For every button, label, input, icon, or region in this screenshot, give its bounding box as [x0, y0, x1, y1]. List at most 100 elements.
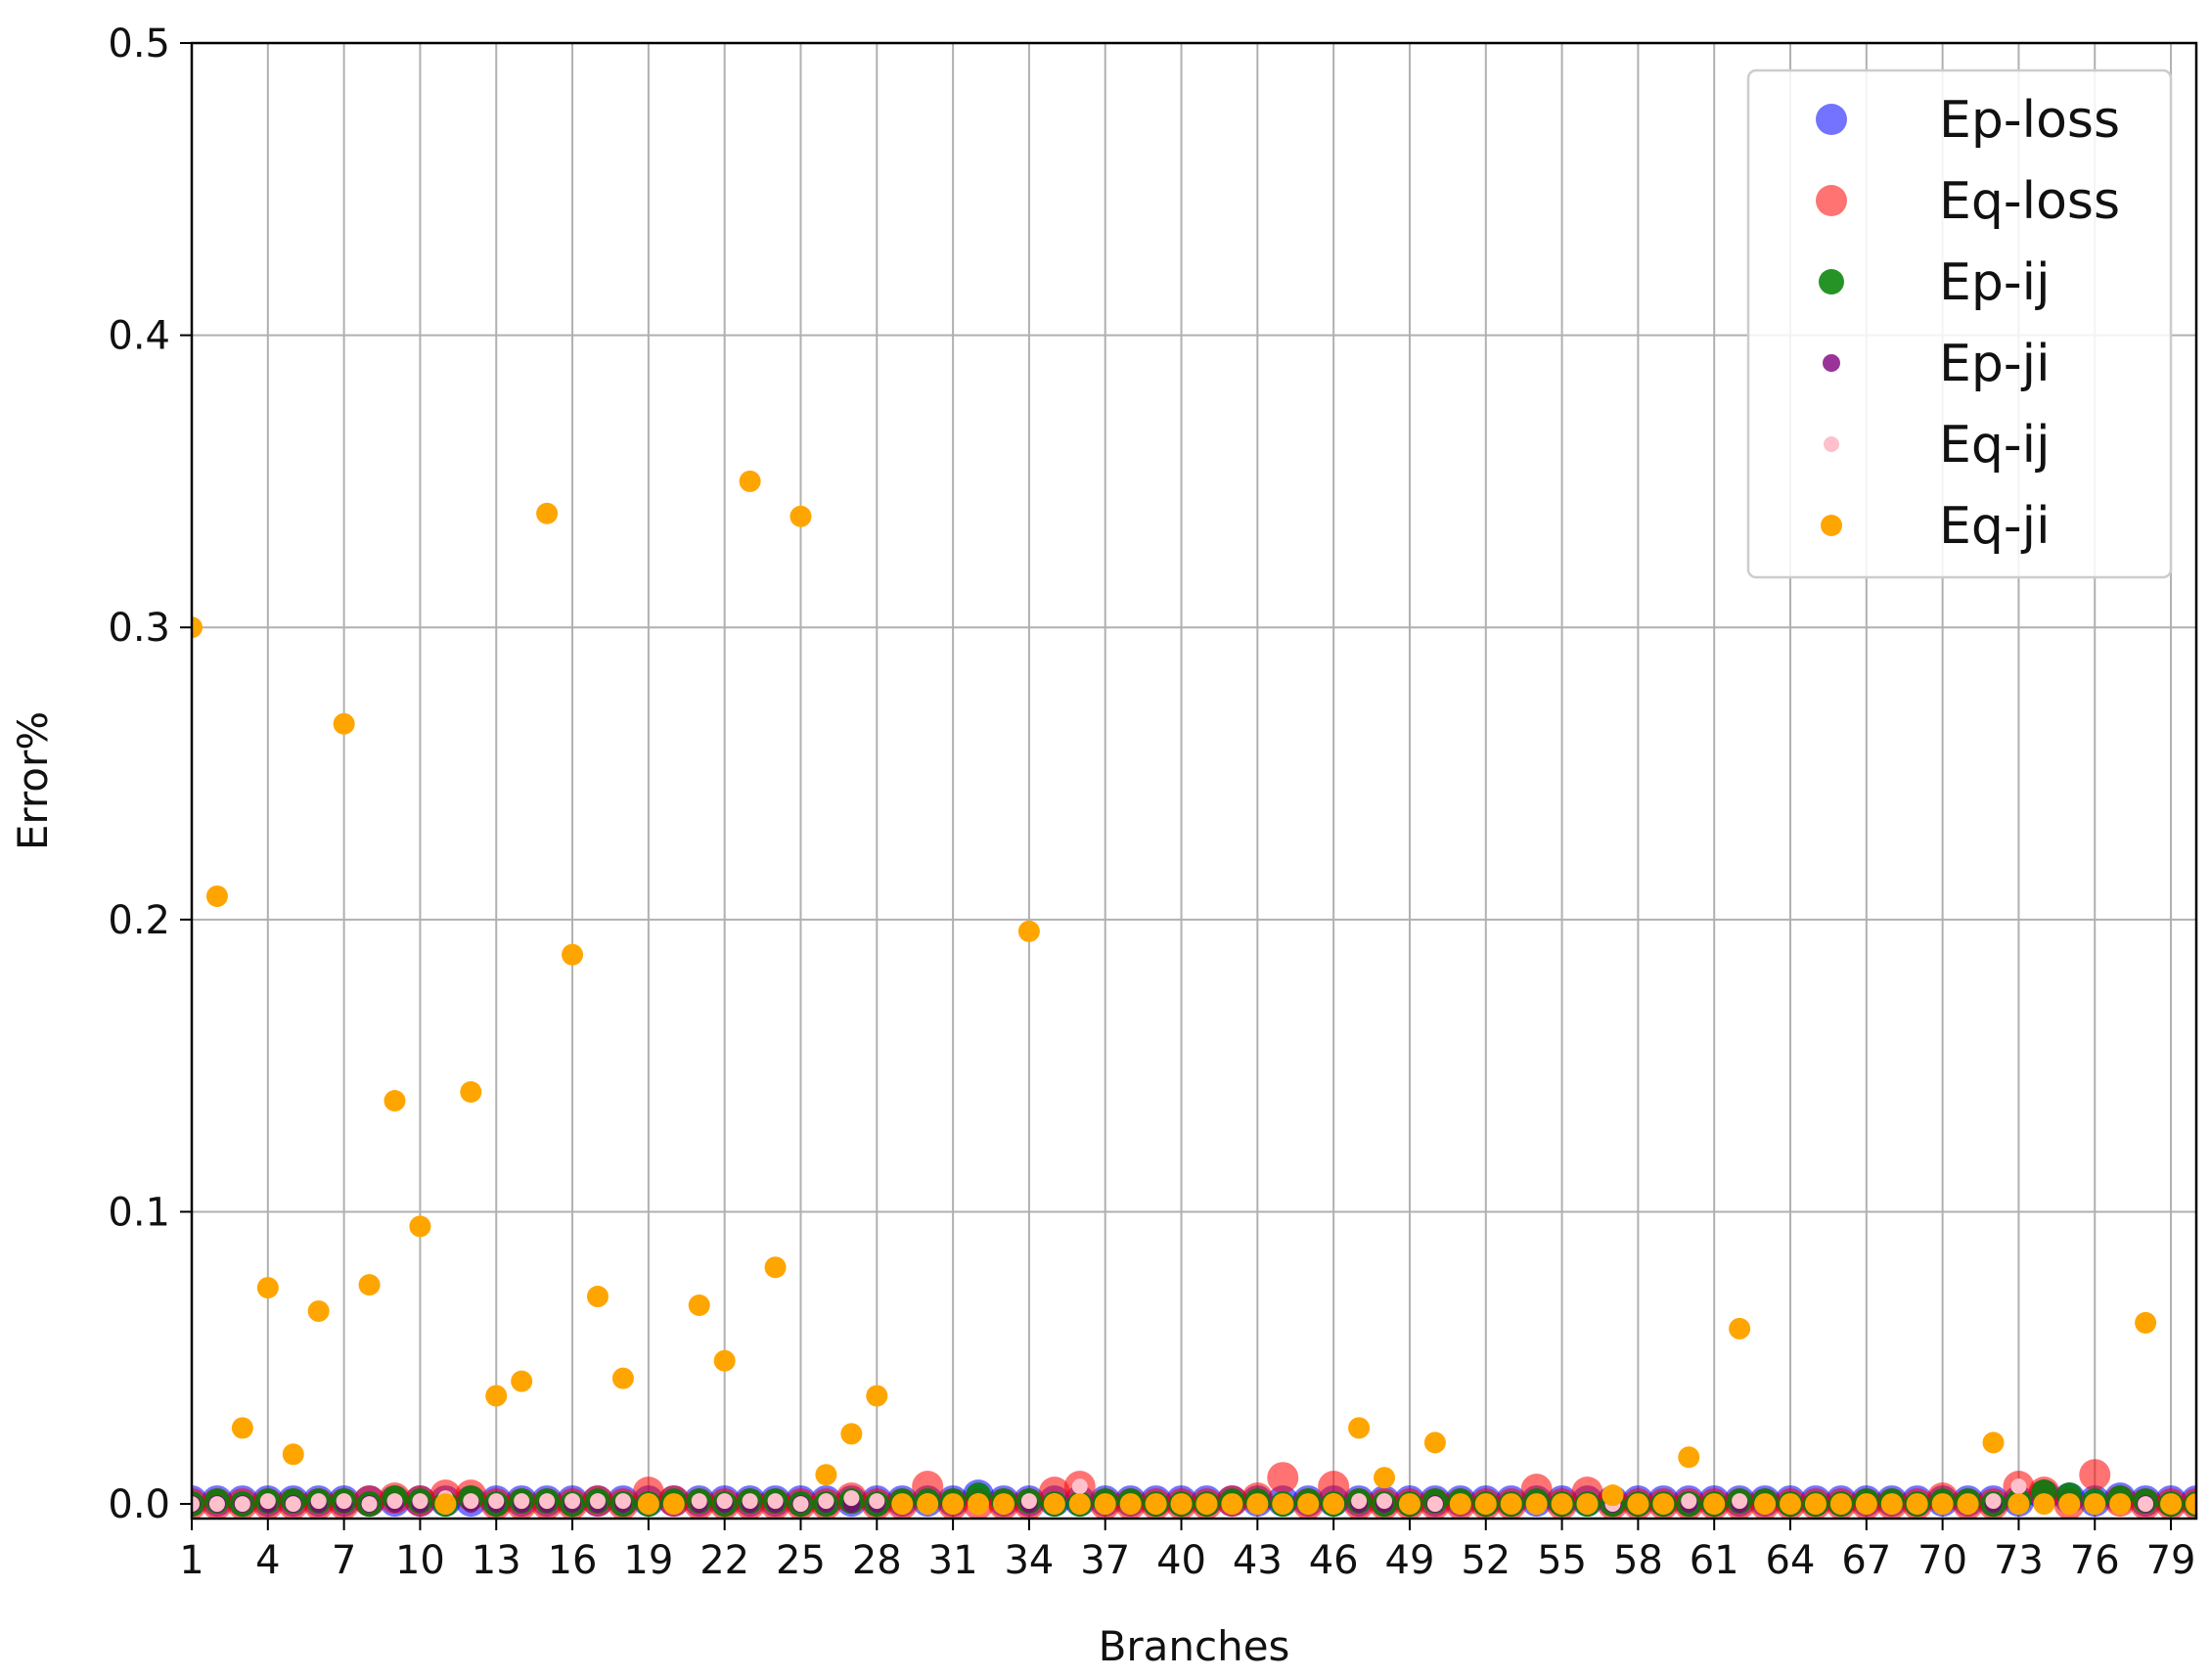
point-eq-ij [539, 1493, 556, 1510]
point-eq-ij [1985, 1493, 2002, 1510]
x-tick-label: 73 [1994, 1538, 2044, 1583]
legend-marker [1816, 104, 1847, 135]
point-eq-ji [662, 1493, 685, 1516]
x-tick-label: 40 [1156, 1538, 1206, 1583]
point-eq-ji [840, 1423, 863, 1445]
x-tick-label: 76 [2070, 1538, 2120, 1583]
point-eq-ji [409, 1215, 431, 1238]
point-eq-ij [1071, 1478, 1088, 1495]
x-tick-label: 58 [1613, 1538, 1663, 1583]
point-eq-ji [2160, 1493, 2183, 1516]
point-eq-ji [611, 1367, 634, 1389]
point-eq-ji [1272, 1493, 1294, 1516]
point-eq-loss [1267, 1462, 1299, 1494]
point-eq-ij [818, 1493, 834, 1510]
point-eq-ij [192, 1496, 200, 1513]
point-eq-ji [739, 470, 761, 492]
legend-label: Ep-ij [1939, 253, 2051, 312]
point-eq-ji [383, 1089, 406, 1112]
point-eq-ji [192, 616, 203, 639]
point-eq-ji [256, 1277, 279, 1299]
legend-marker [1819, 269, 1844, 295]
point-eq-ji [1957, 1493, 1979, 1516]
x-tick-label: 10 [395, 1538, 445, 1583]
point-eq-ji [1703, 1493, 1726, 1516]
point-eq-ji [1017, 920, 1040, 942]
point-eq-ij [488, 1493, 505, 1510]
point-eq-ji [205, 885, 228, 907]
point-eq-ji [307, 1299, 330, 1322]
legend-label: Eq-ji [1939, 497, 2051, 556]
legend-marker [1816, 185, 1847, 216]
x-tick-label: 52 [1461, 1538, 1511, 1583]
point-eq-ji [713, 1349, 736, 1372]
point-eq-ji [1627, 1493, 1649, 1516]
point-eq-ij [234, 1496, 250, 1513]
point-eq-ij [1351, 1493, 1368, 1510]
point-eq-ji [2084, 1493, 2106, 1516]
point-eq-ji [1348, 1417, 1371, 1439]
point-eq-ji [1246, 1493, 1269, 1516]
y-tick-label: 0.1 [108, 1190, 170, 1235]
legend-marker [1824, 436, 1839, 452]
point-eq-ji [1323, 1493, 1345, 1516]
point-eq-ji [536, 502, 559, 524]
legend-label: Ep-loss [1939, 91, 2120, 150]
x-tick-label: 31 [928, 1538, 978, 1583]
point-eq-ji [891, 1493, 914, 1516]
point-eq-ji [1525, 1493, 1548, 1516]
legend: Ep-loss Eq-loss Ep-ij Ep-ji Eq-ij Eq-ji [1746, 68, 2173, 579]
point-eq-ij [1376, 1493, 1393, 1510]
point-eq-ji [586, 1286, 609, 1308]
point-eq-ij [2138, 1496, 2154, 1513]
point-eq-ij [1681, 1493, 1697, 1510]
y-tick-label: 0.0 [108, 1482, 170, 1527]
point-eq-ji [485, 1385, 508, 1407]
point-eq-ji [1145, 1493, 1167, 1516]
point-eq-ji [1398, 1493, 1421, 1516]
x-tick-label: 22 [699, 1538, 749, 1583]
point-eq-ji [562, 943, 584, 966]
point-eq-ji [789, 505, 812, 527]
point-eq-ji [1829, 1493, 1852, 1516]
x-tick-label: 25 [776, 1538, 826, 1583]
x-tick-label: 37 [1080, 1538, 1130, 1583]
point-eq-ij [589, 1493, 606, 1510]
point-eq-ij [1020, 1493, 1037, 1510]
y-axis-label: Error% [9, 711, 57, 850]
point-eq-ji [1119, 1493, 1142, 1516]
x-tick-label: 19 [623, 1538, 673, 1583]
grid [191, 42, 2196, 1519]
x-tick-label: 16 [548, 1538, 598, 1583]
point-eq-ji [1931, 1493, 1954, 1516]
point-eq-ji [1374, 1467, 1396, 1489]
x-tick-label: 7 [332, 1538, 356, 1583]
point-eq-ij [1426, 1496, 1443, 1513]
point-eq-ji [2033, 1493, 2055, 1516]
point-eq-ji [1576, 1493, 1599, 1516]
point-eq-ji [434, 1493, 457, 1516]
point-eq-ji [460, 1081, 482, 1104]
point-eq-ij [208, 1496, 225, 1513]
legend-label: Eq-loss [1939, 172, 2120, 231]
point-eq-ji [1449, 1493, 1471, 1516]
x-tick-label: 1 [179, 1538, 203, 1583]
point-eq-ji [1906, 1493, 1928, 1516]
point-eq-ji [1729, 1317, 1751, 1339]
x-tick-label: 64 [1766, 1538, 1816, 1583]
point-eq-ij [259, 1493, 276, 1510]
legend-marker [1823, 354, 1840, 372]
point-eq-ij [2010, 1478, 2027, 1495]
point-eq-ji [1601, 1484, 1624, 1507]
point-eq-ji [866, 1385, 888, 1407]
x-tick-label: 55 [1537, 1538, 1587, 1583]
point-eq-loss [2079, 1459, 2111, 1491]
point-eq-ji [992, 1493, 1015, 1516]
point-eq-ji [1652, 1493, 1675, 1516]
point-eq-ji [1195, 1493, 1218, 1516]
x-tick-label: 34 [1004, 1538, 1054, 1583]
point-eq-ji [1855, 1493, 1877, 1516]
legend-box [1746, 68, 2173, 579]
point-eq-ij [742, 1493, 758, 1510]
point-eq-ji [2007, 1493, 2030, 1516]
